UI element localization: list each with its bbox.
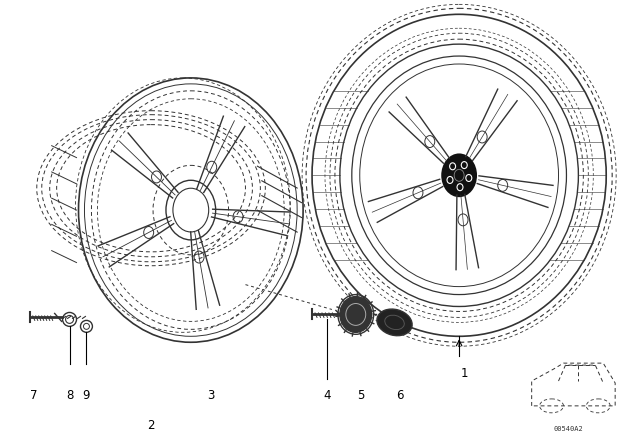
Text: 3: 3 bbox=[207, 389, 214, 402]
Text: 9: 9 bbox=[83, 389, 90, 402]
Text: 5: 5 bbox=[357, 389, 364, 402]
Ellipse shape bbox=[441, 154, 477, 197]
Ellipse shape bbox=[340, 297, 372, 332]
Text: 2: 2 bbox=[147, 419, 155, 432]
Text: 00540A2: 00540A2 bbox=[554, 426, 583, 432]
Text: 7: 7 bbox=[30, 389, 38, 402]
Ellipse shape bbox=[377, 309, 412, 336]
Text: 4: 4 bbox=[323, 389, 331, 402]
Text: 1: 1 bbox=[460, 367, 468, 380]
Text: 6: 6 bbox=[396, 389, 403, 402]
Text: 8: 8 bbox=[66, 389, 73, 402]
